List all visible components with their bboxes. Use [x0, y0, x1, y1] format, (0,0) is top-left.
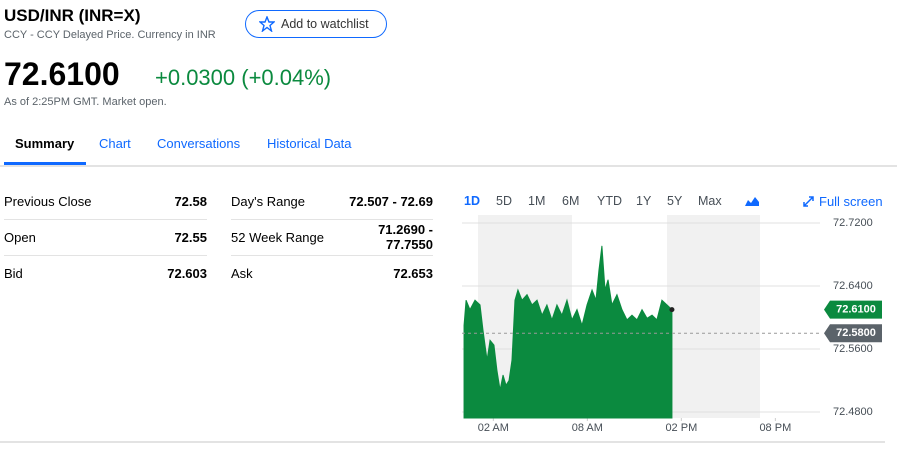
range-button[interactable]: 6M: [562, 194, 580, 208]
active-tab-underline: [4, 162, 86, 165]
tab[interactable]: Historical Data: [267, 136, 352, 151]
full-screen-button[interactable]: Full screen: [819, 194, 883, 209]
stat-row: Day's Range 72.507 - 72.69: [231, 183, 433, 220]
x-tick-label: 08 PM: [759, 422, 791, 434]
stat-value: 71.2690 - 77.7550: [378, 222, 433, 252]
stat-label: 52 Week Range: [231, 229, 324, 245]
stat-label: Open: [4, 229, 36, 245]
x-tick-label: 02 AM: [478, 422, 509, 434]
x-tick-label: 02 PM: [665, 422, 697, 434]
timestamp: As of 2:25PM GMT. Market open.: [4, 96, 167, 108]
last-point: [669, 307, 675, 313]
range-button[interactable]: 5Y: [667, 194, 683, 208]
stat-row: Bid 72.603: [4, 255, 207, 291]
range-button[interactable]: Max: [698, 194, 722, 208]
range-button[interactable]: 1Y: [636, 194, 652, 208]
price-area: [463, 245, 673, 419]
y-tick-label: 72.7200: [833, 217, 873, 229]
previous-close-tag: [824, 324, 882, 343]
range-button[interactable]: YTD: [597, 194, 622, 208]
range-button[interactable]: 1D: [464, 194, 480, 208]
stat-value: 72.653: [393, 265, 433, 281]
tab-divider: [0, 165, 897, 167]
y-tick-label: 72.5600: [833, 343, 873, 355]
current-price-label: 72.6100: [836, 304, 876, 316]
stat-row: 52 Week Range 71.2690 - 77.7550: [231, 219, 433, 256]
stat-label: Day's Range: [231, 193, 306, 209]
current-price-tag: [824, 300, 882, 319]
subtitle: CCY - CCY Delayed Price. Currency in INR: [4, 29, 216, 41]
stat-label: Bid: [4, 265, 23, 281]
stat-row: Ask 72.653: [231, 255, 433, 291]
stat-label: Previous Close: [4, 193, 92, 209]
session-band: [667, 215, 760, 418]
stat-value: 72.58: [174, 193, 207, 209]
star-icon: [259, 16, 275, 32]
stat-value: 72.507 - 72.69: [349, 193, 433, 209]
title: USD/INR (INR=X): [4, 6, 141, 25]
stat-label: Ask: [231, 265, 253, 281]
y-tick-label: 72.4800: [833, 406, 873, 418]
tab[interactable]: Conversations: [157, 136, 241, 151]
watchlist-button[interactable]: Add to watchlist: [245, 10, 387, 38]
stat-value: 72.603: [167, 265, 207, 281]
stat-row: Previous Close 72.58: [4, 183, 207, 220]
price-change: +0.0300 (+0.04%): [155, 65, 332, 90]
stat-row: Open 72.55: [4, 219, 207, 256]
watchlist-label: Add to watchlist: [281, 17, 369, 31]
chart-type-icon[interactable]: [744, 194, 760, 208]
range-button[interactable]: 5D: [496, 194, 512, 208]
stat-value: 72.55: [174, 229, 207, 245]
price: 72.6100: [4, 56, 120, 92]
fullscreen-icon: [803, 196, 814, 207]
y-tick-label: 72.6400: [833, 280, 873, 292]
previous-close-label: 72.5800: [836, 327, 876, 339]
bottom-divider: [0, 441, 885, 443]
x-tick-label: 08 AM: [572, 422, 603, 434]
range-button[interactable]: 1M: [528, 194, 546, 208]
tab[interactable]: Summary: [15, 136, 75, 151]
tab[interactable]: Chart: [99, 136, 131, 151]
